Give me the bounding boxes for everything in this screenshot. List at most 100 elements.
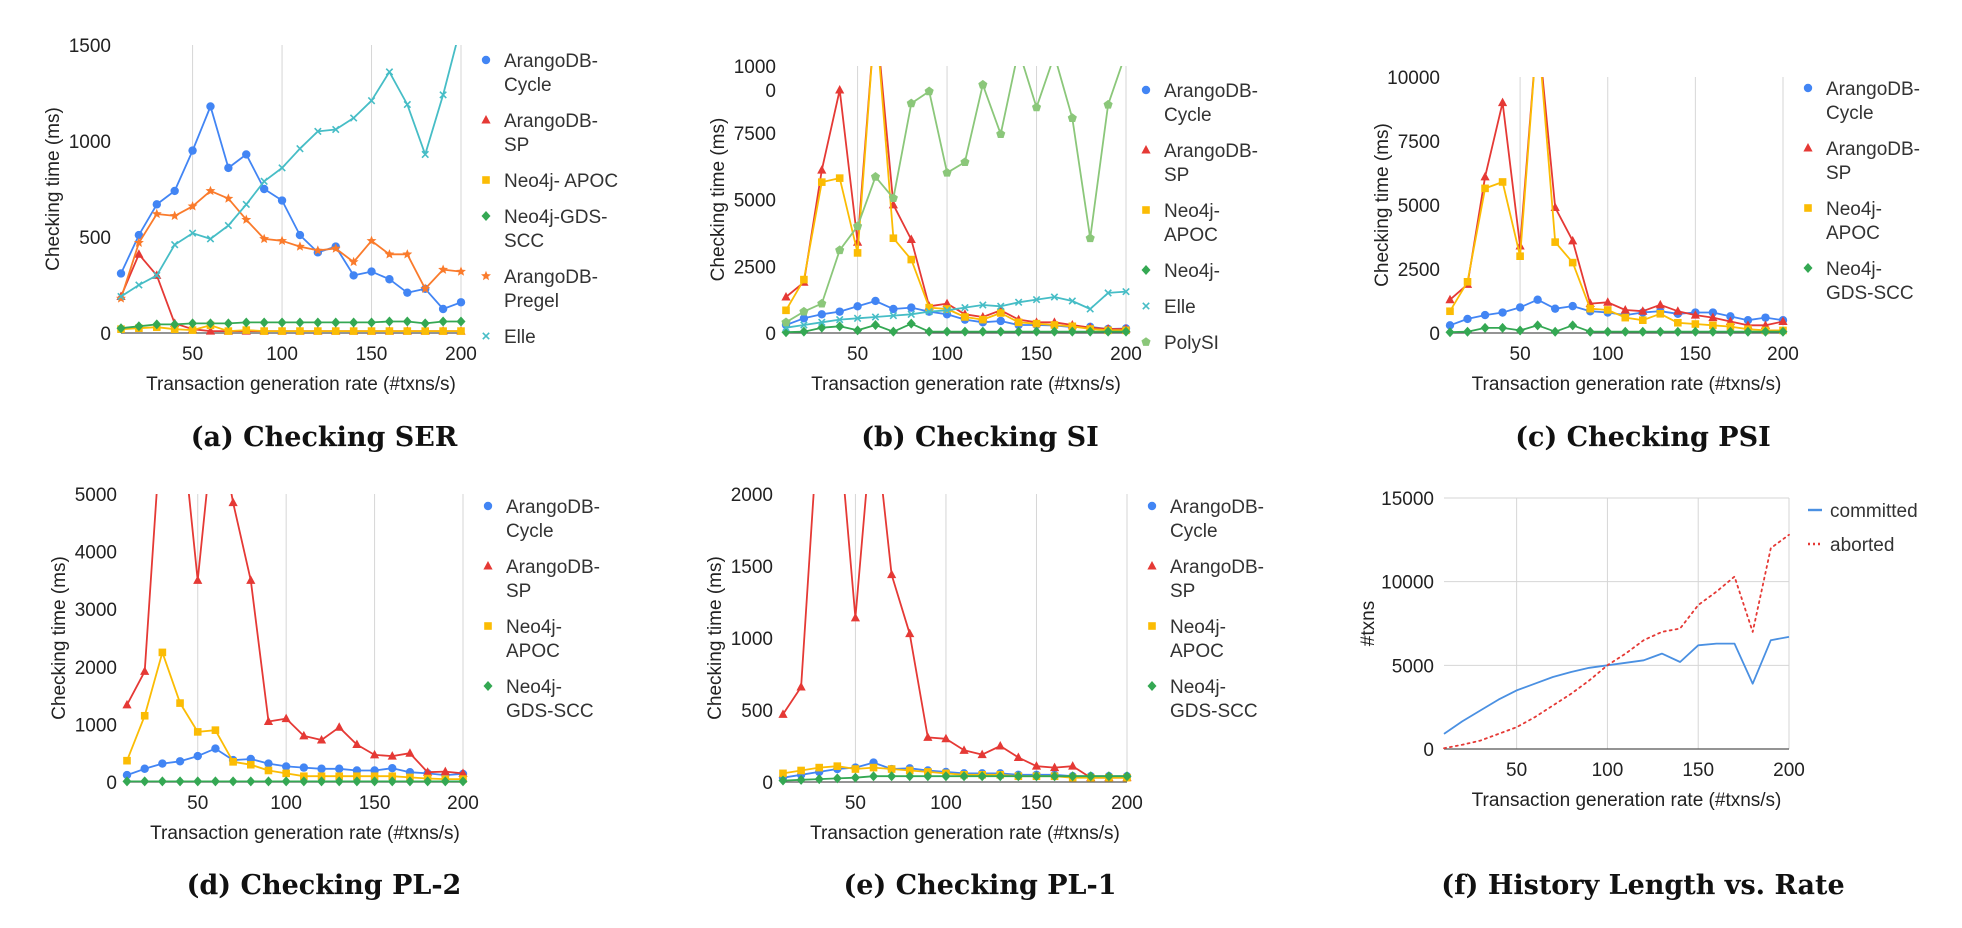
data-point: [942, 326, 952, 337]
data-point: [1032, 295, 1041, 304]
data-point: [961, 303, 969, 312]
data-point: [241, 214, 252, 224]
data-point: [925, 303, 933, 312]
legend: ArangoDB- Cycle ArangoDB- SP Neo4j- APOC Neo4j…: [1147, 497, 1264, 722]
legend-label: APOC: [1826, 223, 1880, 244]
legend-label: SCC: [504, 231, 544, 252]
data-point: [906, 234, 916, 244]
data-point: [1498, 308, 1507, 317]
data-point: [1067, 326, 1077, 337]
data-point: [211, 403, 220, 412]
data-point: [349, 114, 358, 122]
data-point: [300, 772, 308, 781]
data-point: [242, 200, 251, 209]
data-point: [175, 403, 184, 412]
data-point: [246, 575, 256, 584]
legend-swatch: [1147, 681, 1157, 691]
data-point: [440, 776, 450, 787]
data-point: [1031, 761, 1042, 770]
data-point: [799, 314, 809, 323]
data-point: [158, 403, 167, 412]
data-point: [317, 772, 326, 781]
data-point: [423, 776, 433, 787]
data-point: [116, 323, 126, 334]
data-point: [871, 313, 880, 321]
data-point: [334, 776, 344, 787]
data-point: [924, 326, 934, 337]
data-point: [384, 316, 394, 327]
series-line: [126, 494, 464, 775]
data-point: [385, 68, 394, 76]
data-point: [264, 766, 273, 775]
data-point: [1516, 252, 1524, 260]
data-point: [1481, 184, 1489, 193]
legend-label: PolySI: [1164, 333, 1219, 354]
x-tick-label: 200: [445, 344, 477, 365]
legend: committed aborted: [1808, 501, 1918, 556]
x-tick-label: 50: [1510, 344, 1531, 365]
data-point: [1533, 21, 1542, 30]
data-point: [259, 184, 269, 194]
data-point: [456, 316, 466, 327]
data-point: [420, 283, 431, 294]
data-point: [246, 776, 256, 787]
data-point: [299, 776, 309, 787]
legend-swatch: [481, 211, 491, 221]
y-tick-label: 0: [765, 81, 776, 102]
data-point: [907, 310, 916, 319]
data-point: [281, 762, 291, 771]
legend-label: committed: [1830, 501, 1918, 522]
data-point: [384, 249, 395, 259]
legend-label: SP: [1826, 163, 1851, 184]
y-tick-label: 2000: [75, 658, 117, 679]
data-point: [1568, 235, 1578, 245]
data-point: [223, 318, 233, 329]
data-point: [1515, 325, 1525, 336]
chart-a: 0 500 1000 1500 50 100 150 200 Transaction gener…: [43, 36, 618, 395]
data-point: [905, 771, 915, 782]
data-point: [889, 304, 898, 314]
data-point: [140, 764, 149, 773]
legend-swatch: [1142, 302, 1150, 310]
data-point: [405, 776, 415, 787]
legend-label: APOC: [1164, 225, 1218, 246]
data-point: [370, 772, 379, 781]
data-point: [331, 125, 340, 134]
data-point: [1709, 321, 1717, 330]
data-point: [797, 766, 805, 775]
legend-label: ArangoDB-: [504, 51, 598, 72]
caption-f: (f) History Length vs. Rate: [1441, 870, 1845, 901]
data-point: [1760, 326, 1770, 337]
data-point: [1050, 51, 1059, 60]
data-point: [314, 327, 322, 335]
data-point: [815, 763, 824, 772]
data-point: [158, 759, 167, 768]
data-point: [815, 403, 824, 412]
data-point: [193, 575, 203, 584]
x-tick-label: 150: [1021, 344, 1053, 365]
data-point: [349, 317, 359, 328]
legend: ArangoDB- Cycle ArangoDB- SP Neo4j- APOC Neo4j…: [483, 497, 600, 722]
data-point: [439, 327, 447, 335]
series-line: [785, 66, 1126, 330]
legend-swatch: [481, 115, 491, 124]
data-point: [176, 699, 184, 707]
x-tick-label: 150: [356, 344, 388, 365]
x-tick-label: 100: [931, 344, 963, 365]
data-point: [335, 772, 344, 781]
y-tick-label: 5000: [1392, 656, 1434, 677]
data-point: [224, 163, 233, 173]
data-point: [995, 741, 1005, 750]
data-point: [205, 185, 216, 196]
data-point: [850, 772, 860, 783]
data-point: [869, 763, 878, 772]
y-tick-label: 0: [1423, 740, 1434, 761]
x-tick-label: 100: [1592, 344, 1624, 365]
data-point: [170, 319, 180, 330]
legend-swatch: [1804, 204, 1812, 212]
data-point: [1778, 316, 1788, 325]
y-tick-label: 10000: [1381, 573, 1434, 594]
y-tick-label: 1000: [75, 715, 117, 736]
data-point: [1104, 289, 1112, 297]
